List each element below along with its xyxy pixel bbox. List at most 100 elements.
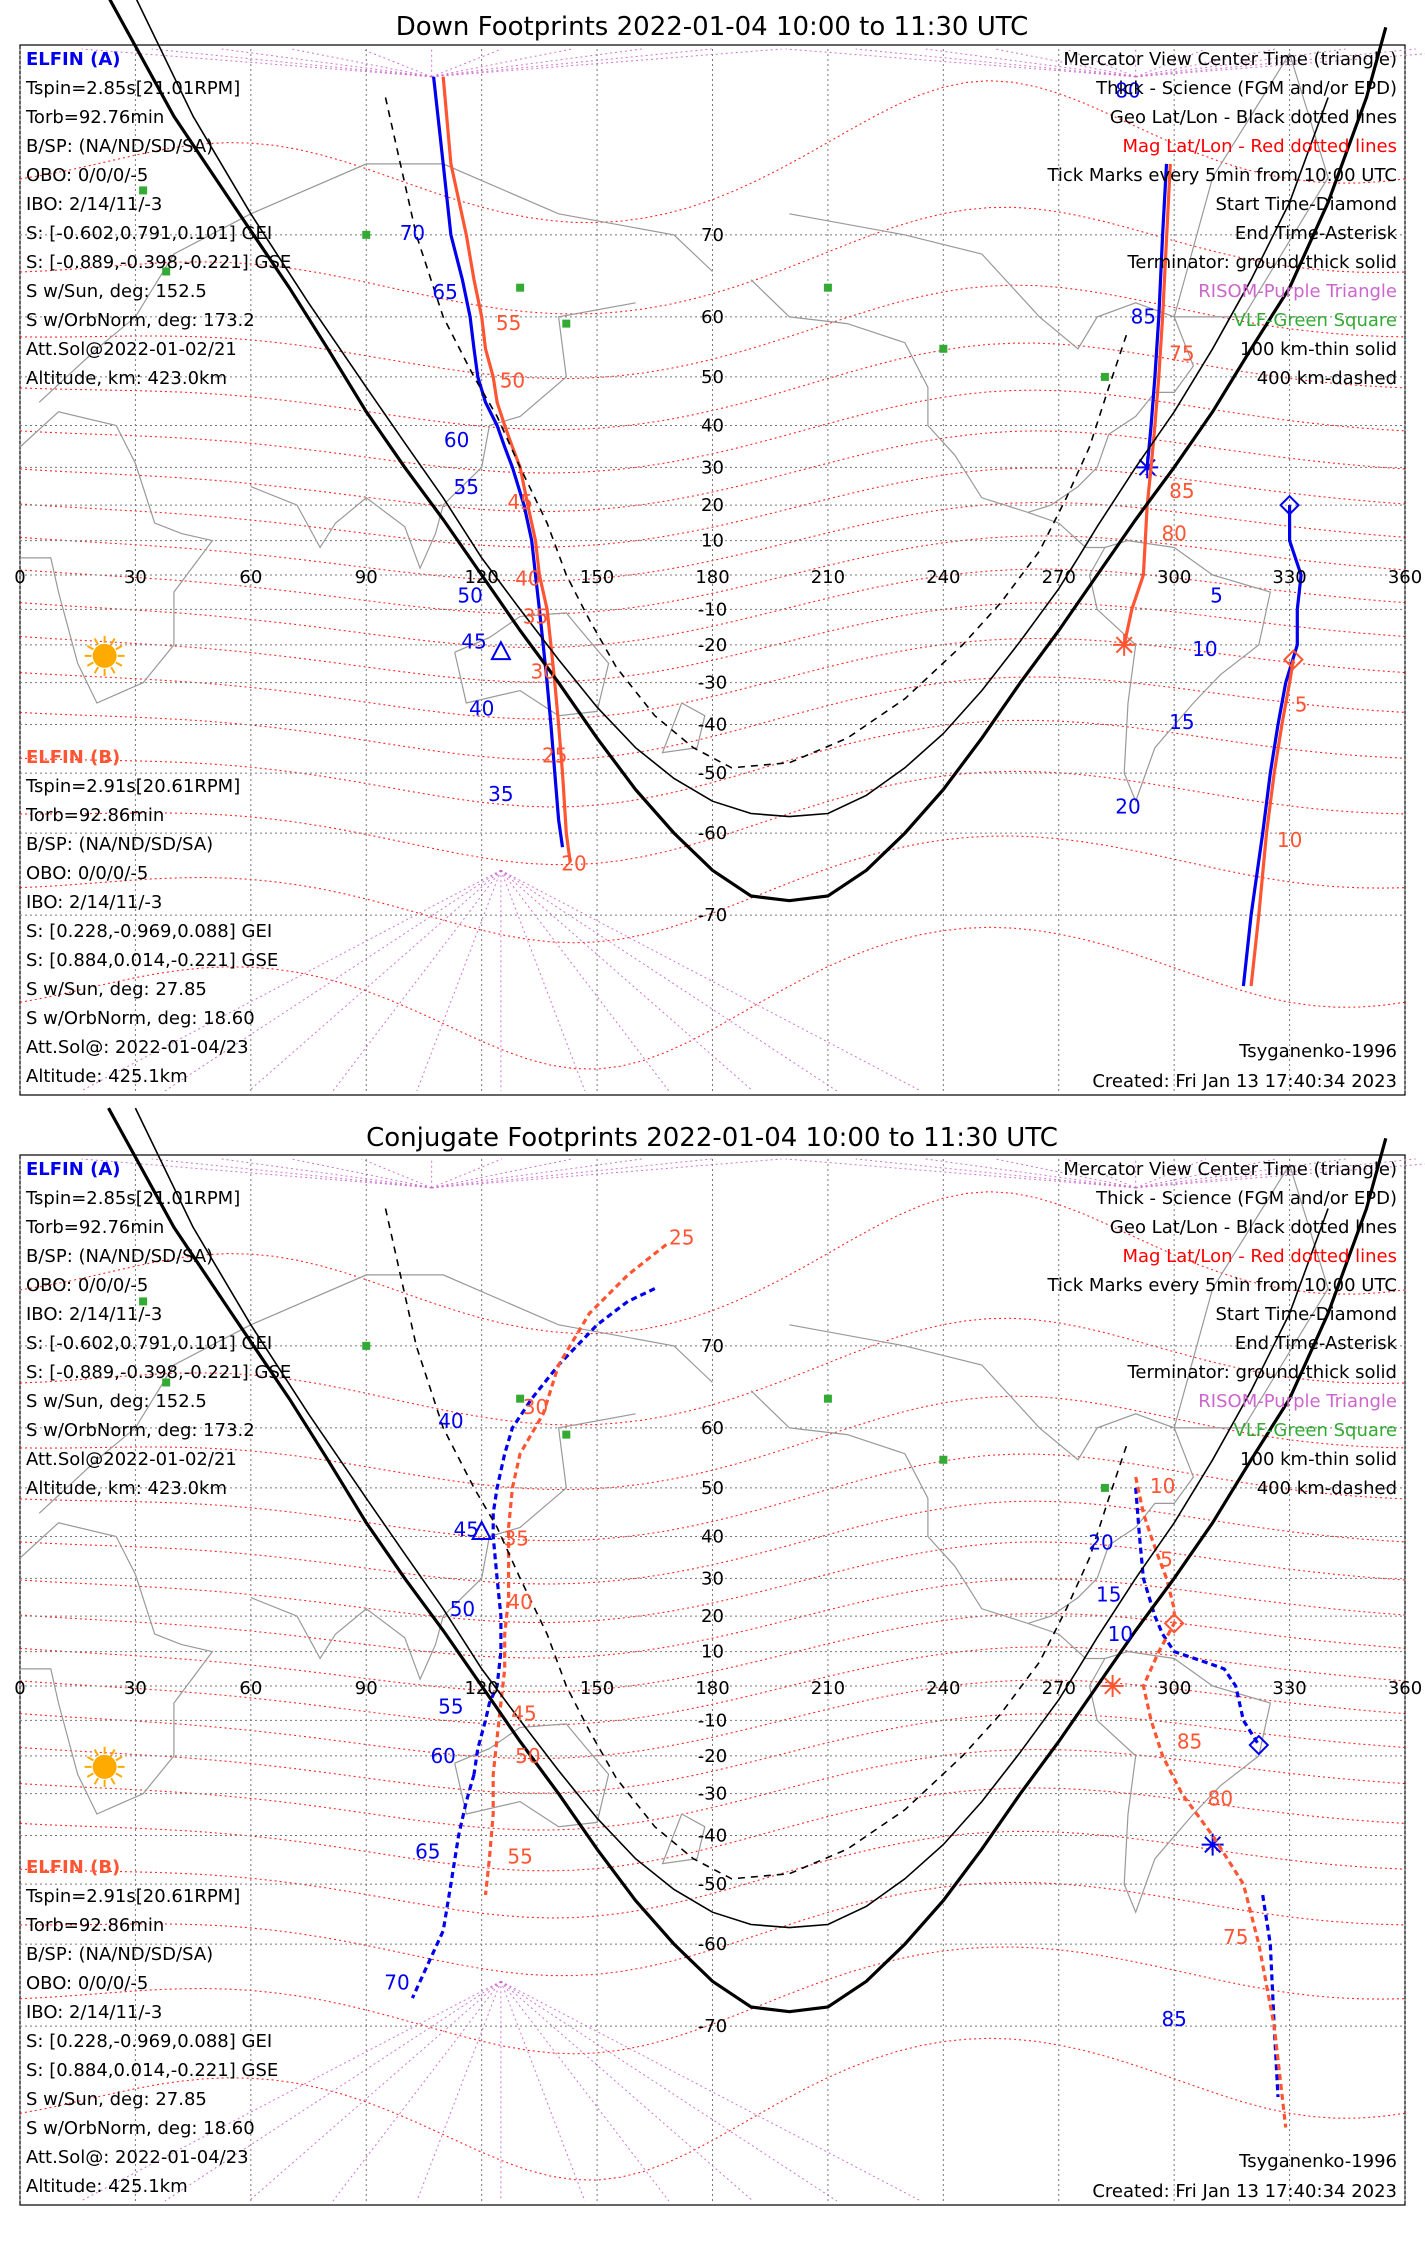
- elfin-a-info-line: Torb=92.76min: [25, 1217, 164, 1238]
- mag-lat-line: [19, 1881, 1406, 1977]
- tick-time-label: 70: [400, 221, 425, 245]
- elfin-a-info-line: Torb=92.76min: [25, 107, 164, 128]
- coastline: [38, 163, 713, 403]
- legend-line: Terminator: ground-thick solid: [1126, 252, 1397, 273]
- tick-time-label: 25: [669, 1225, 694, 1249]
- mag-lon-line: [1135, 1158, 1416, 1189]
- start-diamond-marker: [1163, 1612, 1185, 1634]
- graticule: [19, 1158, 1425, 2202]
- tick-time-label: 60: [444, 428, 469, 452]
- elfin-a-info-line: IBO: 2/14/11/-3: [26, 194, 162, 215]
- vlf-station-marker: [139, 1297, 148, 1306]
- mag-lon-line: [1135, 1158, 1276, 1189]
- sun-ray: [110, 638, 116, 646]
- tick-time-label: 55: [438, 1694, 463, 1718]
- tick-time-label: 40: [515, 566, 540, 590]
- tick-time-label: 5: [1160, 1547, 1173, 1571]
- mag-lon-line: [151, 1158, 432, 1189]
- mag-lon-line: [431, 1158, 642, 1189]
- panel-text: 0 30 60 90 120 150 180 210 240 270 300 330 360 70 60 50…: [14, 49, 1422, 1092]
- mag-lon-line: [925, 48, 1136, 78]
- coastline: [1173, 52, 1329, 318]
- lon-tick-label: 180: [695, 1678, 729, 1699]
- mag-lon-line: [1135, 48, 1276, 78]
- sun-ray: [115, 1756, 123, 1762]
- tick-time-label: 50: [515, 1744, 540, 1768]
- elfin-b-info-line: S w/OrbNorm, deg: 18.60: [26, 1008, 255, 1029]
- tick-time-label: 40: [507, 1590, 532, 1614]
- terminator-ground-line: [107, 1107, 1388, 2014]
- tick-time-label: 35: [504, 1526, 529, 1550]
- mag-lat-line: [19, 389, 1406, 474]
- tick-time-label: 80: [1208, 1787, 1233, 1811]
- panel-title: Conjugate Footprints 2022-01-04 10:00 to…: [366, 1123, 1058, 1153]
- mag-lon-line: [785, 48, 1136, 78]
- elfin-b-info-line: Tspin=2.91s[20.61RPM]: [25, 1886, 240, 1907]
- panel-text: 0 30 60 90 120 150 180 210 240 270 300 330 360 70 60 50…: [14, 1159, 1422, 2202]
- tick-time-label: 65: [432, 280, 457, 304]
- legend-line: 400 km-dashed: [1257, 368, 1397, 389]
- lon-tick-label: 180: [695, 567, 729, 588]
- terminator-100km-line: [135, 0, 1329, 818]
- elfin-a-label: ELFIN (A): [26, 49, 120, 70]
- lon-tick-label: 270: [1042, 567, 1076, 588]
- mag-lon-line: [431, 1158, 572, 1189]
- mag-lat-line: [19, 206, 1406, 315]
- tick-time-label: 45: [461, 630, 486, 654]
- elfin-a-info-line: S w/OrbNorm, deg: 173.2: [26, 310, 255, 331]
- mag-lon-line: [500, 869, 670, 1092]
- vlf-station-marker: [823, 283, 832, 292]
- lat-tick-label: 40: [701, 415, 724, 436]
- vlf-station-marker: [362, 1341, 371, 1350]
- elfin-b-info-line: S w/Sun, deg: 27.85: [26, 979, 207, 1000]
- footer-line: Created: Fri Jan 13 17:40:34 2023: [1092, 1071, 1397, 1092]
- tick-time-label: 5: [1295, 692, 1308, 716]
- elfin-a-info-line: OBO: 0/0/0/-5: [26, 1275, 148, 1296]
- mag-lon-line: [500, 1981, 586, 2202]
- tick-time-label: 85: [1177, 1730, 1202, 1754]
- elfin-b-info-line: Att.Sol@: 2022-01-04/23: [26, 2147, 249, 2168]
- footprint-track-b: [483, 1243, 668, 1896]
- mag-lon-line: [164, 869, 502, 1092]
- mag-lat-line: [19, 770, 1406, 866]
- graticule: [19, 48, 1425, 1092]
- mag-lat-line: [19, 637, 1406, 720]
- sun-ray: [93, 638, 100, 646]
- lat-tick-label: 20: [701, 1606, 724, 1627]
- sun-icon: [92, 1754, 117, 1779]
- mag-lon-line: [221, 1158, 432, 1189]
- tick-time-label: 45: [454, 1517, 479, 1541]
- mag-lat-line: [19, 1713, 1406, 1794]
- lon-tick-label: 0: [14, 1678, 25, 1699]
- conjugate-footprints-panel: 0 30 60 90 120 150 180 210 240 270 300 330 360 70 60 50…: [14, 1107, 1425, 2206]
- mag-lat-line: [19, 535, 1406, 615]
- legend-line: RISOM-Purple Triangle: [1198, 281, 1397, 302]
- tick-time-label: 65: [415, 1840, 440, 1864]
- lon-tick-label: 360: [1388, 1678, 1422, 1699]
- legend-line: Terminator: ground-thick solid: [1126, 1362, 1397, 1383]
- start-diamond-marker: [1283, 649, 1304, 671]
- legend-line: Start Time-Diamond: [1215, 1304, 1397, 1325]
- mag-lon-line: [80, 1980, 502, 2202]
- lat-tick-label: 20: [701, 495, 724, 516]
- coastline: [750, 213, 1195, 514]
- elfin-a-info-line: S: [-0.889,-0.398,-0.221] GSE: [26, 252, 291, 273]
- lon-tick-label: 120: [464, 567, 498, 588]
- sun-ray: [86, 1756, 94, 1762]
- elfin-b-info-line: S w/OrbNorm, deg: 18.60: [26, 2118, 255, 2139]
- elfin-b-info-line: Altitude: 425.1km: [26, 1066, 188, 1087]
- tick-time-label: 55: [507, 1845, 532, 1869]
- lat-tick-label: -30: [698, 673, 727, 694]
- lat-tick-label: 50: [701, 1478, 724, 1499]
- lon-tick-label: 30: [124, 567, 147, 588]
- legend-line: 100 km-thin solid: [1240, 339, 1397, 360]
- elfin-b-info-line: B/SP: (NA/ND/SD/SA): [26, 1944, 213, 1965]
- legend-line: VLF-Green Square: [1234, 1420, 1397, 1441]
- elfin-b-info-line: Att.Sol@: 2022-01-04/23: [26, 1037, 249, 1058]
- mag-lon-line: [1135, 1158, 1346, 1189]
- footprint-lines: [107, 1107, 1388, 2128]
- footer-line: Tsyganenko-1996: [1238, 1041, 1397, 1062]
- elfin-b-info-line: Altitude: 425.1km: [26, 2176, 188, 2197]
- elfin-b-info-line: S: [0.884,0.014,-0.221] GSE: [26, 2060, 278, 2081]
- sun-ray: [110, 1749, 116, 1757]
